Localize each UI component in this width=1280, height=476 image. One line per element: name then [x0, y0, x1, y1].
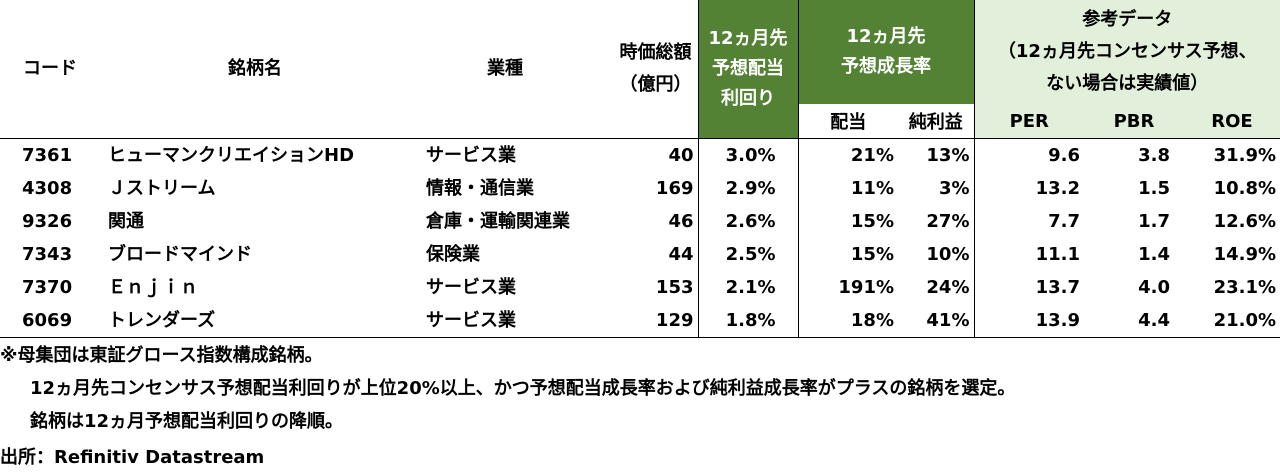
source-note: 出所：Refinitiv Datastream [0, 447, 265, 468]
cell-per: 13.7 [973, 271, 1084, 304]
cell-growth-dividend: 18% [797, 304, 898, 338]
stock-table: コード 銘柄名 業種 時価総額 （億円） 12ヵ月先 予想配当 利回り 12ヵ月… [0, 0, 1280, 338]
header-roe: ROE [1184, 104, 1280, 139]
cell-roe: 21.0% [1184, 304, 1280, 338]
cell-industry: サービス業 [426, 145, 516, 166]
cell-per: 11.1 [973, 238, 1084, 271]
cell-code: 4308 [22, 178, 73, 199]
cell-industry: サービス業 [410, 304, 600, 338]
cell-industry: 倉庫・運輸関連業 [426, 211, 570, 232]
cell-roe: 31.9% [1213, 145, 1277, 166]
table-row: 4308 Ｊストリーム 情報・通信業 169 2.9% 11% 3% 13.2 1.5 10.8% [0, 172, 1280, 205]
cell-growth-net-income: 13% [926, 145, 970, 166]
cell-name: ブロードマインド [108, 244, 252, 265]
cell-code: 7361 [22, 145, 73, 166]
cell-name: Ｊストリーム [108, 178, 216, 199]
cell-pbr: 1.4 [1138, 244, 1170, 265]
header-per: PER [973, 104, 1084, 139]
cell-code: 6069 [0, 304, 100, 338]
cell-roe: 12.6% [1213, 211, 1277, 232]
cell-code: 9326 [22, 211, 73, 232]
cell-market-cap: 46 [668, 211, 694, 232]
table-row: 7343 ブロードマインド 保険業 44 2.5% 15% 10% 11.1 1.4 14.9% [0, 238, 1280, 271]
cell-market-cap: 44 [668, 244, 694, 265]
cell-roe: 23.1% [1213, 277, 1277, 298]
cell-growth-net-income: 3% [938, 178, 970, 199]
cell-growth-net-income: 27% [926, 211, 970, 232]
header-reference: 参考データ （12ヵ月先コンセンサス予想、 ない場合は実績値） [973, 0, 1280, 104]
table-row: 6069 トレンダーズ サービス業 129 1.8% 18% 41% 13.9 4.4 21.0% [0, 304, 1280, 338]
header-row-sub: 配当 純利益 PER PBR ROE [0, 104, 1280, 139]
cell-per: 7.7 [973, 205, 1084, 238]
cell-dividend-yield: 2.1% [697, 271, 798, 304]
header-name: 銘柄名 [100, 0, 410, 139]
cell-pbr: 1.5 [1138, 178, 1170, 199]
cell-dividend-yield: 1.8% [697, 304, 798, 338]
header-growth-dividend: 配当 [797, 104, 898, 139]
header-row-top: コード 銘柄名 業種 時価総額 （億円） 12ヵ月先 予想配当 利回り 12ヵ月… [0, 0, 1280, 139]
cell-growth-dividend: 15% [797, 205, 898, 238]
cell-code: 7343 [22, 244, 73, 265]
cell-growth-dividend: 191% [797, 271, 898, 304]
cell-market-cap: 153 [655, 277, 694, 298]
cell-growth-net-income: 24% [926, 277, 970, 298]
cell-per: 13.9 [973, 304, 1084, 338]
table-row: 9326 関通 倉庫・運輸関連業 46 2.6% 15% 27% 7.7 1.7 12.6% [0, 205, 1280, 238]
header-growth: 12ヵ月先 予想成長率 [797, 0, 974, 104]
header-pbr: PBR [1084, 104, 1184, 139]
header-dividend-yield: 12ヵ月先 予想配当 利回り [697, 0, 798, 139]
cell-per: 13.2 [973, 172, 1084, 205]
cell-roe: 14.9% [1213, 244, 1277, 265]
cell-growth-dividend: 15% [797, 238, 898, 271]
cell-name: ヒューマンクリエイションHD [108, 145, 355, 166]
cell-market-cap: 129 [600, 304, 698, 338]
cell-name: トレンダーズ [100, 304, 410, 338]
cell-name: 関通 [108, 211, 144, 232]
cell-industry: 情報・通信業 [426, 178, 534, 199]
cell-dividend-yield: 3.0% [697, 138, 798, 172]
cell-dividend-yield: 2.6% [697, 205, 798, 238]
note-line-3: 銘柄は12ヵ月予想配当利回りの降順。 [30, 411, 344, 432]
cell-pbr: 3.8 [1138, 145, 1170, 166]
header-industry: 業種 [410, 0, 600, 139]
table-row: 7361 ヒューマンクリエイションHD サービス業 40 3.0% 21% 13% 9.6 3.… [0, 138, 1280, 172]
cell-dividend-yield: 2.5% [697, 238, 798, 271]
note-line-1: ※母集団は東証グロース指数構成銘柄。 [0, 345, 323, 366]
table-row: 7370 Ｅｎｊｉｎ サービス業 153 2.1% 191% 24% 13.7 4.0 23.1% [0, 271, 1280, 304]
cell-dividend-yield: 2.9% [697, 172, 798, 205]
header-code: コード [0, 0, 100, 139]
cell-industry: 保険業 [426, 244, 480, 265]
cell-code: 7370 [22, 277, 73, 298]
cell-pbr: 4.0 [1138, 277, 1170, 298]
header-market-cap: 時価総額 （億円） [600, 0, 698, 139]
cell-growth-net-income: 10% [926, 244, 970, 265]
cell-industry: サービス業 [426, 277, 516, 298]
cell-market-cap: 40 [668, 145, 694, 166]
cell-growth-dividend: 21% [797, 138, 898, 172]
cell-market-cap: 169 [655, 178, 694, 199]
header-growth-net-income: 純利益 [898, 104, 974, 139]
cell-per: 9.6 [973, 138, 1084, 172]
cell-growth-dividend: 11% [797, 172, 898, 205]
cell-name: Ｅｎｊｉｎ [108, 277, 198, 298]
table-body: 7361 ヒューマンクリエイションHD サービス業 40 3.0% 21% 13% 9.6 3.… [0, 138, 1280, 338]
note-line-2: 12ヵ月先コンセンサス予想配当利回りが上位20%以上、かつ予想配当成長率および純… [30, 378, 1016, 399]
cell-roe: 10.8% [1213, 178, 1277, 199]
cell-pbr: 4.4 [1084, 304, 1184, 338]
cell-pbr: 1.7 [1138, 211, 1170, 232]
cell-growth-net-income: 41% [898, 304, 974, 338]
